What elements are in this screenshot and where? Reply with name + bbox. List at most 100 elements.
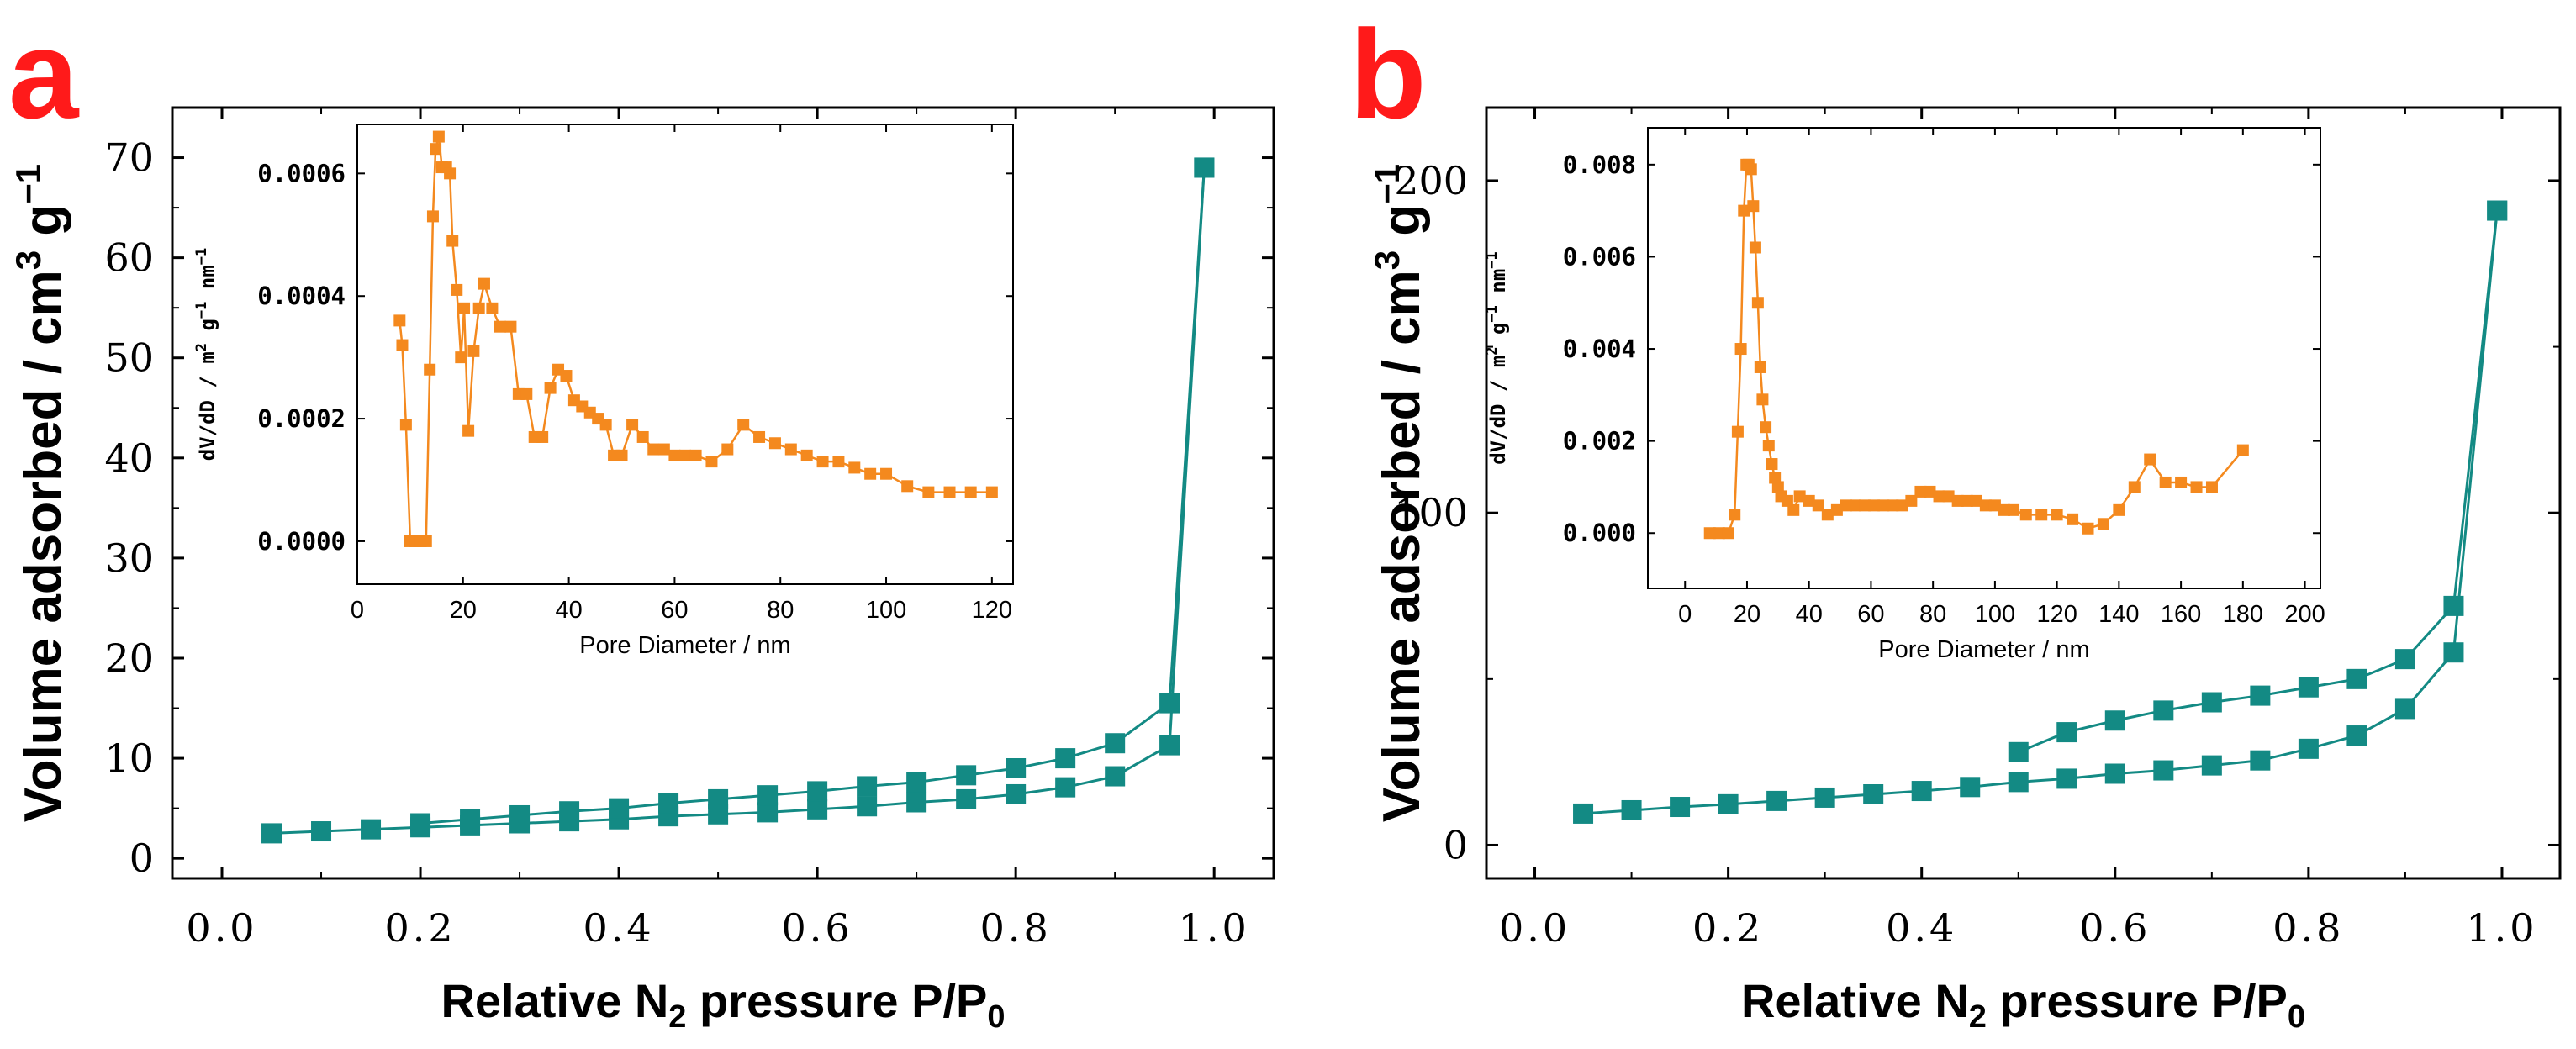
y-axis-label-part: g	[1373, 204, 1431, 250]
data-point-adsorption	[1960, 777, 1981, 798]
y-axis-label: Volume adsorbed / cm3 g−1	[1367, 164, 1431, 822]
data-point-adsorption	[1863, 783, 1884, 804]
inset-data-point	[1747, 200, 1760, 213]
data-point-adsorption	[1159, 735, 1180, 756]
inset-data-point	[2067, 513, 2079, 525]
inset-data-point	[1766, 458, 1778, 471]
inset-data-point	[2205, 481, 2218, 493]
inset-data-point	[689, 449, 702, 461]
inset-x-tick-label: 60	[661, 597, 688, 624]
inset-y-label-sup: −1	[193, 302, 210, 319]
inset-data-point	[985, 486, 998, 498]
data-point-desorption	[708, 788, 729, 809]
inset-data-point	[399, 419, 412, 431]
data-point-desorption	[2346, 668, 2367, 689]
data-point-adsorption	[956, 788, 977, 809]
inset-data-point	[964, 486, 977, 498]
inset-data-point	[626, 419, 639, 431]
x-axis-label-sub: 2	[1969, 999, 1987, 1035]
inset-data-point	[494, 320, 506, 333]
data-point-adsorption	[1573, 803, 1594, 824]
inset-data-point	[753, 430, 766, 443]
inset-data-point	[1756, 393, 1769, 406]
data-point-desorption	[807, 781, 828, 802]
inset-data-point	[1734, 343, 1747, 356]
y-tick-label: 40	[104, 435, 154, 481]
x-axis-label-sub: 0	[2288, 999, 2305, 1035]
x-tick-label: 0.4	[583, 905, 655, 951]
data-point-desorption	[906, 772, 927, 793]
inset-data-point	[1821, 509, 1834, 521]
data-point-adsorption	[2201, 755, 2222, 776]
x-axis-label-part: pressure P/P	[1987, 974, 2288, 1027]
x-tick-label: 0.2	[1692, 905, 1764, 951]
inset-y-tick-label: 0.0000	[257, 527, 346, 556]
inset-data-point	[426, 210, 439, 223]
inset-data-point	[657, 443, 670, 456]
data-point-desorption	[2104, 710, 2125, 731]
inset-y-tick-label: 0.0004	[257, 282, 346, 310]
data-point-desorption	[2008, 741, 2029, 762]
x-tick-label: 1.0	[2466, 905, 2537, 951]
y-axis-label-sup: −1	[1367, 164, 1407, 204]
inset-y-label-sup: −1	[1484, 305, 1501, 322]
inset-data-point	[2190, 481, 2203, 493]
x-axis-label-part: Relative N	[1741, 974, 1969, 1027]
inset-x-tick-label: 140	[2098, 601, 2139, 628]
inset-data-point	[462, 424, 475, 437]
data-point-desorption	[559, 801, 580, 822]
inset-data-point	[444, 167, 457, 180]
inset-data-point	[1749, 241, 1761, 254]
x-tick-label: 0.0	[1499, 905, 1570, 951]
inset-data-point	[1762, 440, 1775, 452]
data-point-desorption	[1105, 733, 1126, 754]
inset-data-point	[2097, 518, 2109, 530]
inset-data-point	[1803, 494, 1815, 507]
data-point-desorption	[1006, 758, 1027, 778]
inset-data-point	[768, 437, 781, 450]
data-point-adsorption	[1911, 781, 1932, 802]
inset-data-point	[1988, 499, 2001, 512]
inset-y-label-part: nm	[196, 265, 219, 301]
inset-x-tick-label: 120	[972, 597, 1012, 624]
inset: 0 20 40 60 80 100 120 0.0000 0.0002 0.0004 0.0006 P…	[193, 124, 1014, 659]
x-tick-label: 0.4	[1886, 905, 1957, 951]
data-point-adsorption	[1055, 777, 1076, 798]
inset-y-label-sup: −1	[1484, 251, 1501, 268]
inset-data-point	[2019, 509, 2032, 521]
data-point-desorption	[2201, 692, 2222, 713]
plot-frame	[171, 106, 1275, 880]
y-tick-label: 30	[104, 535, 154, 581]
data-point-adsorption	[1670, 797, 1691, 818]
inset-data-point	[520, 387, 533, 400]
data-point-desorption	[757, 785, 779, 806]
inset-data-point	[615, 449, 628, 461]
data-point-desorption	[2487, 200, 2508, 221]
inset-y-tick-label: 0.008	[1563, 150, 1636, 179]
panel-letter: b	[1349, 3, 1427, 145]
inset-x-tick-label: 40	[555, 597, 582, 624]
inset-data-point	[864, 467, 877, 480]
inset-data-point	[1793, 490, 1806, 503]
x-axis-label: Relative N2 pressure P/P0	[441, 974, 1005, 1035]
inset-data-point	[668, 449, 681, 461]
data-point-adsorption	[757, 802, 779, 823]
data-point-desorption	[2056, 722, 2077, 743]
inset-data-point	[1942, 490, 1955, 503]
inset-data-point	[1729, 509, 1741, 521]
inset-y-tick-label: 0.006	[1563, 242, 1636, 271]
x-tick-label: 0.8	[2272, 905, 2344, 951]
data-point-adsorption	[2056, 768, 2077, 789]
inset-x-tick-label: 100	[866, 597, 906, 624]
inset-data-point	[455, 351, 467, 364]
inset-data-point	[647, 443, 660, 456]
inset-data-point	[2051, 509, 2063, 521]
inset-data-point	[1859, 499, 1871, 512]
data-point-desorption	[460, 809, 481, 830]
data-point-desorption	[2250, 685, 2271, 706]
inset-data-point	[393, 314, 406, 327]
inset-data-point	[432, 130, 445, 143]
x-tick-label: 0.6	[782, 905, 853, 951]
y-axis-label-sup: −1	[8, 164, 48, 204]
